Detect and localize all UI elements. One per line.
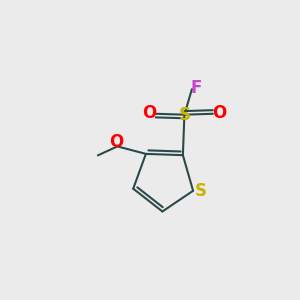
Text: O: O	[212, 104, 226, 122]
Text: O: O	[142, 104, 156, 122]
Text: S: S	[195, 182, 207, 200]
Text: O: O	[109, 133, 123, 151]
Text: S: S	[178, 106, 190, 124]
Text: F: F	[191, 79, 202, 97]
